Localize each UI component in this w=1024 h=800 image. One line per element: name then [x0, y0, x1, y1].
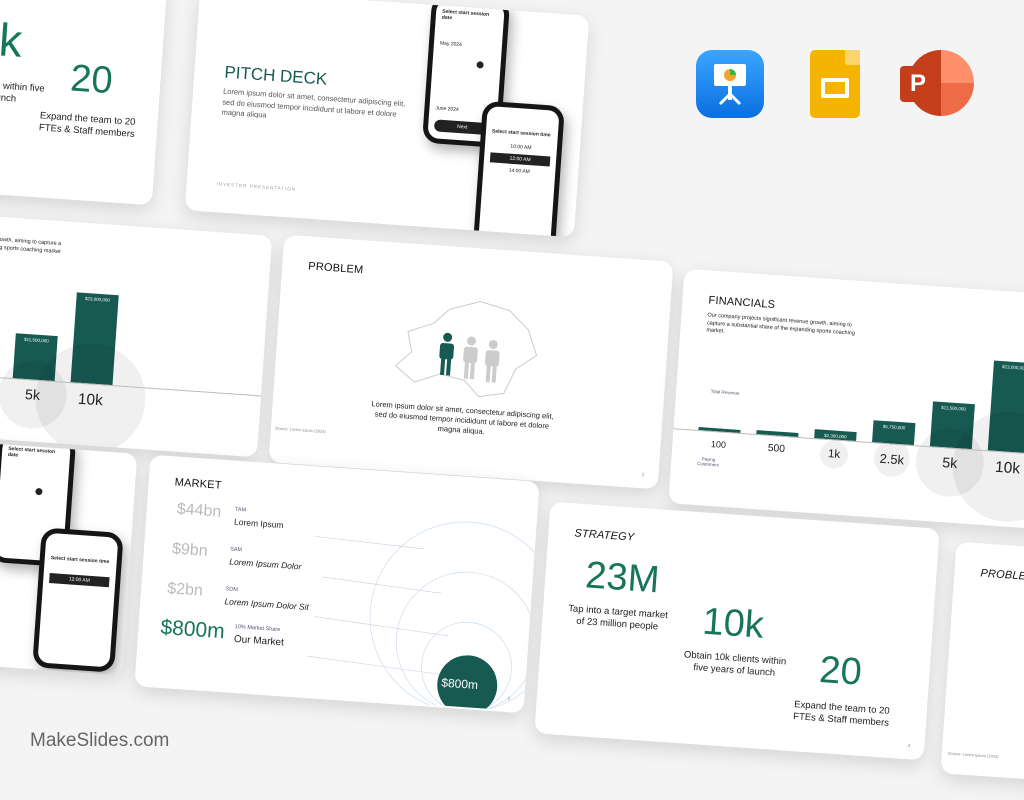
slide-problem-partial[interactable]: PROBLEM Source: Lorem Ipsum (2024) [940, 542, 1024, 800]
page-number: 4 [907, 743, 910, 749]
brand-footer: MakeSlides.com [30, 730, 169, 752]
stat-value: 20 [818, 649, 863, 695]
financials-body: Our company projects significant revenue… [0, 228, 61, 259]
problem-source: Source: Lorem Ipsum (2024) [948, 751, 999, 760]
tam-value: $44bn [176, 501, 222, 522]
phone-heading: Select start session time [492, 128, 552, 138]
phone-month: May 2024 [440, 41, 496, 51]
phone-mockup-time: Select start session time 12:00 AM [32, 527, 124, 672]
stat-value: 23M [584, 554, 661, 602]
our-market-circle-value: $800m [441, 676, 479, 693]
our-market-label: Our Market [233, 634, 284, 648]
person-icon [459, 335, 482, 380]
market-title: MARKET [174, 476, 222, 491]
time-slot-selected[interactable]: 12:00 AM [49, 573, 110, 587]
calendar-selected-day[interactable] [35, 488, 42, 495]
som-tag: SOM [225, 586, 238, 593]
pitch-body: Lorem ipsum dolor sit amet, consectetur … [221, 87, 408, 131]
tam-label: Lorem Ipsum [234, 517, 284, 530]
stat-value: 20 [69, 57, 114, 103]
phone-mockup-time: Select start session time 10:00 AM 12:00… [473, 101, 565, 238]
problem-source: Source: Lorem Ipsum (2024) [275, 425, 326, 434]
customer-count-label: 100 [693, 438, 744, 451]
tam-tag: TAM [235, 507, 247, 514]
revenue-chart: $230,000100$1,150,000500$2,300,0001k$5,7… [0, 269, 268, 396]
financials-title: FINANCIALS [708, 294, 775, 311]
paying-customers-label: Paying Customers [693, 456, 724, 468]
slide-pitch-deck[interactable]: PITCH DECK Lorem ipsum dolor sit amet, c… [185, 0, 590, 237]
phone-heading: Select start session date [8, 446, 65, 462]
our-market-tag: 10% Market Share [235, 624, 281, 633]
page-number: 2 [642, 472, 645, 478]
calendar-selected-day[interactable] [476, 61, 483, 68]
slide-phones-partial[interactable]: Select start session date Select start s… [0, 427, 137, 676]
phone-heading: Select start session date [442, 9, 499, 25]
time-slot[interactable]: 10:00 AM [491, 142, 551, 152]
slide-financials-partial[interactable]: Our company projects significant revenue… [0, 209, 272, 458]
customer-count-label: 2.5k [866, 450, 917, 468]
sam-label: Lorem Ipsum Dolor [229, 556, 302, 571]
page-number: 5 [507, 696, 510, 702]
sam-tag: SAM [230, 546, 242, 553]
powerpoint-icon: P [900, 50, 972, 118]
person-icon [481, 339, 504, 384]
customer-count-label: 10k [982, 458, 1024, 479]
stat-caption: Obtain 10k clients within five years of … [0, 75, 50, 108]
slide-strategy-partial[interactable]: 10k Obtain 10k clients within five years… [0, 0, 167, 205]
slide-problem[interactable]: PROBLEM Lorem ipsum dolor sit amet, cons… [269, 235, 674, 490]
customer-count-label: 10k [65, 390, 116, 411]
customer-count-label: 1k [809, 446, 860, 462]
revenue-chart: $230,000100$1,150,000500$2,300,0001k$5,7… [674, 329, 1024, 456]
stat-caption: Tap into a target market of 23 million p… [562, 603, 673, 634]
problem-title: PROBLEM [980, 567, 1024, 583]
stat-caption: Obtain 10k clients within five years of … [679, 649, 790, 680]
slide-financials[interactable]: FINANCIALS Our company projects signific… [668, 269, 1024, 531]
phone-heading: Select start session time [51, 555, 111, 565]
pitch-title: PITCH DECK [224, 63, 328, 90]
stat-caption: Expand the team to 20 FTEs & Staff membe… [31, 110, 142, 141]
person-icon-highlighted [435, 332, 458, 377]
strategy-title: STRATEGY [574, 527, 635, 543]
slide-market[interactable]: MARKET $44bn TAM Lorem Ipsum $9bn SAM Lo… [134, 455, 539, 714]
our-market-value: $800m [160, 616, 226, 644]
sam-value: $9bn [171, 540, 208, 560]
time-slot-selected[interactable]: 12:00 AM [490, 152, 551, 166]
slide-strategy[interactable]: STRATEGY 23M Tap into a target market of… [534, 502, 939, 761]
customer-count-label: 500 [751, 442, 802, 456]
stat-value: 10k [0, 9, 24, 68]
google-slides-icon [810, 50, 860, 118]
keynote-icon [696, 50, 764, 118]
stat-caption: Expand the team to 20 FTEs & Staff membe… [791, 699, 892, 730]
som-value: $2bn [167, 580, 204, 600]
problem-title: PROBLEM [308, 260, 364, 276]
time-slot[interactable]: 14:00 AM [489, 166, 549, 176]
stat-value: 10k [701, 601, 765, 648]
market-circles [284, 495, 537, 711]
pitch-footer: INVESTOR PRESENTATION [216, 181, 296, 192]
